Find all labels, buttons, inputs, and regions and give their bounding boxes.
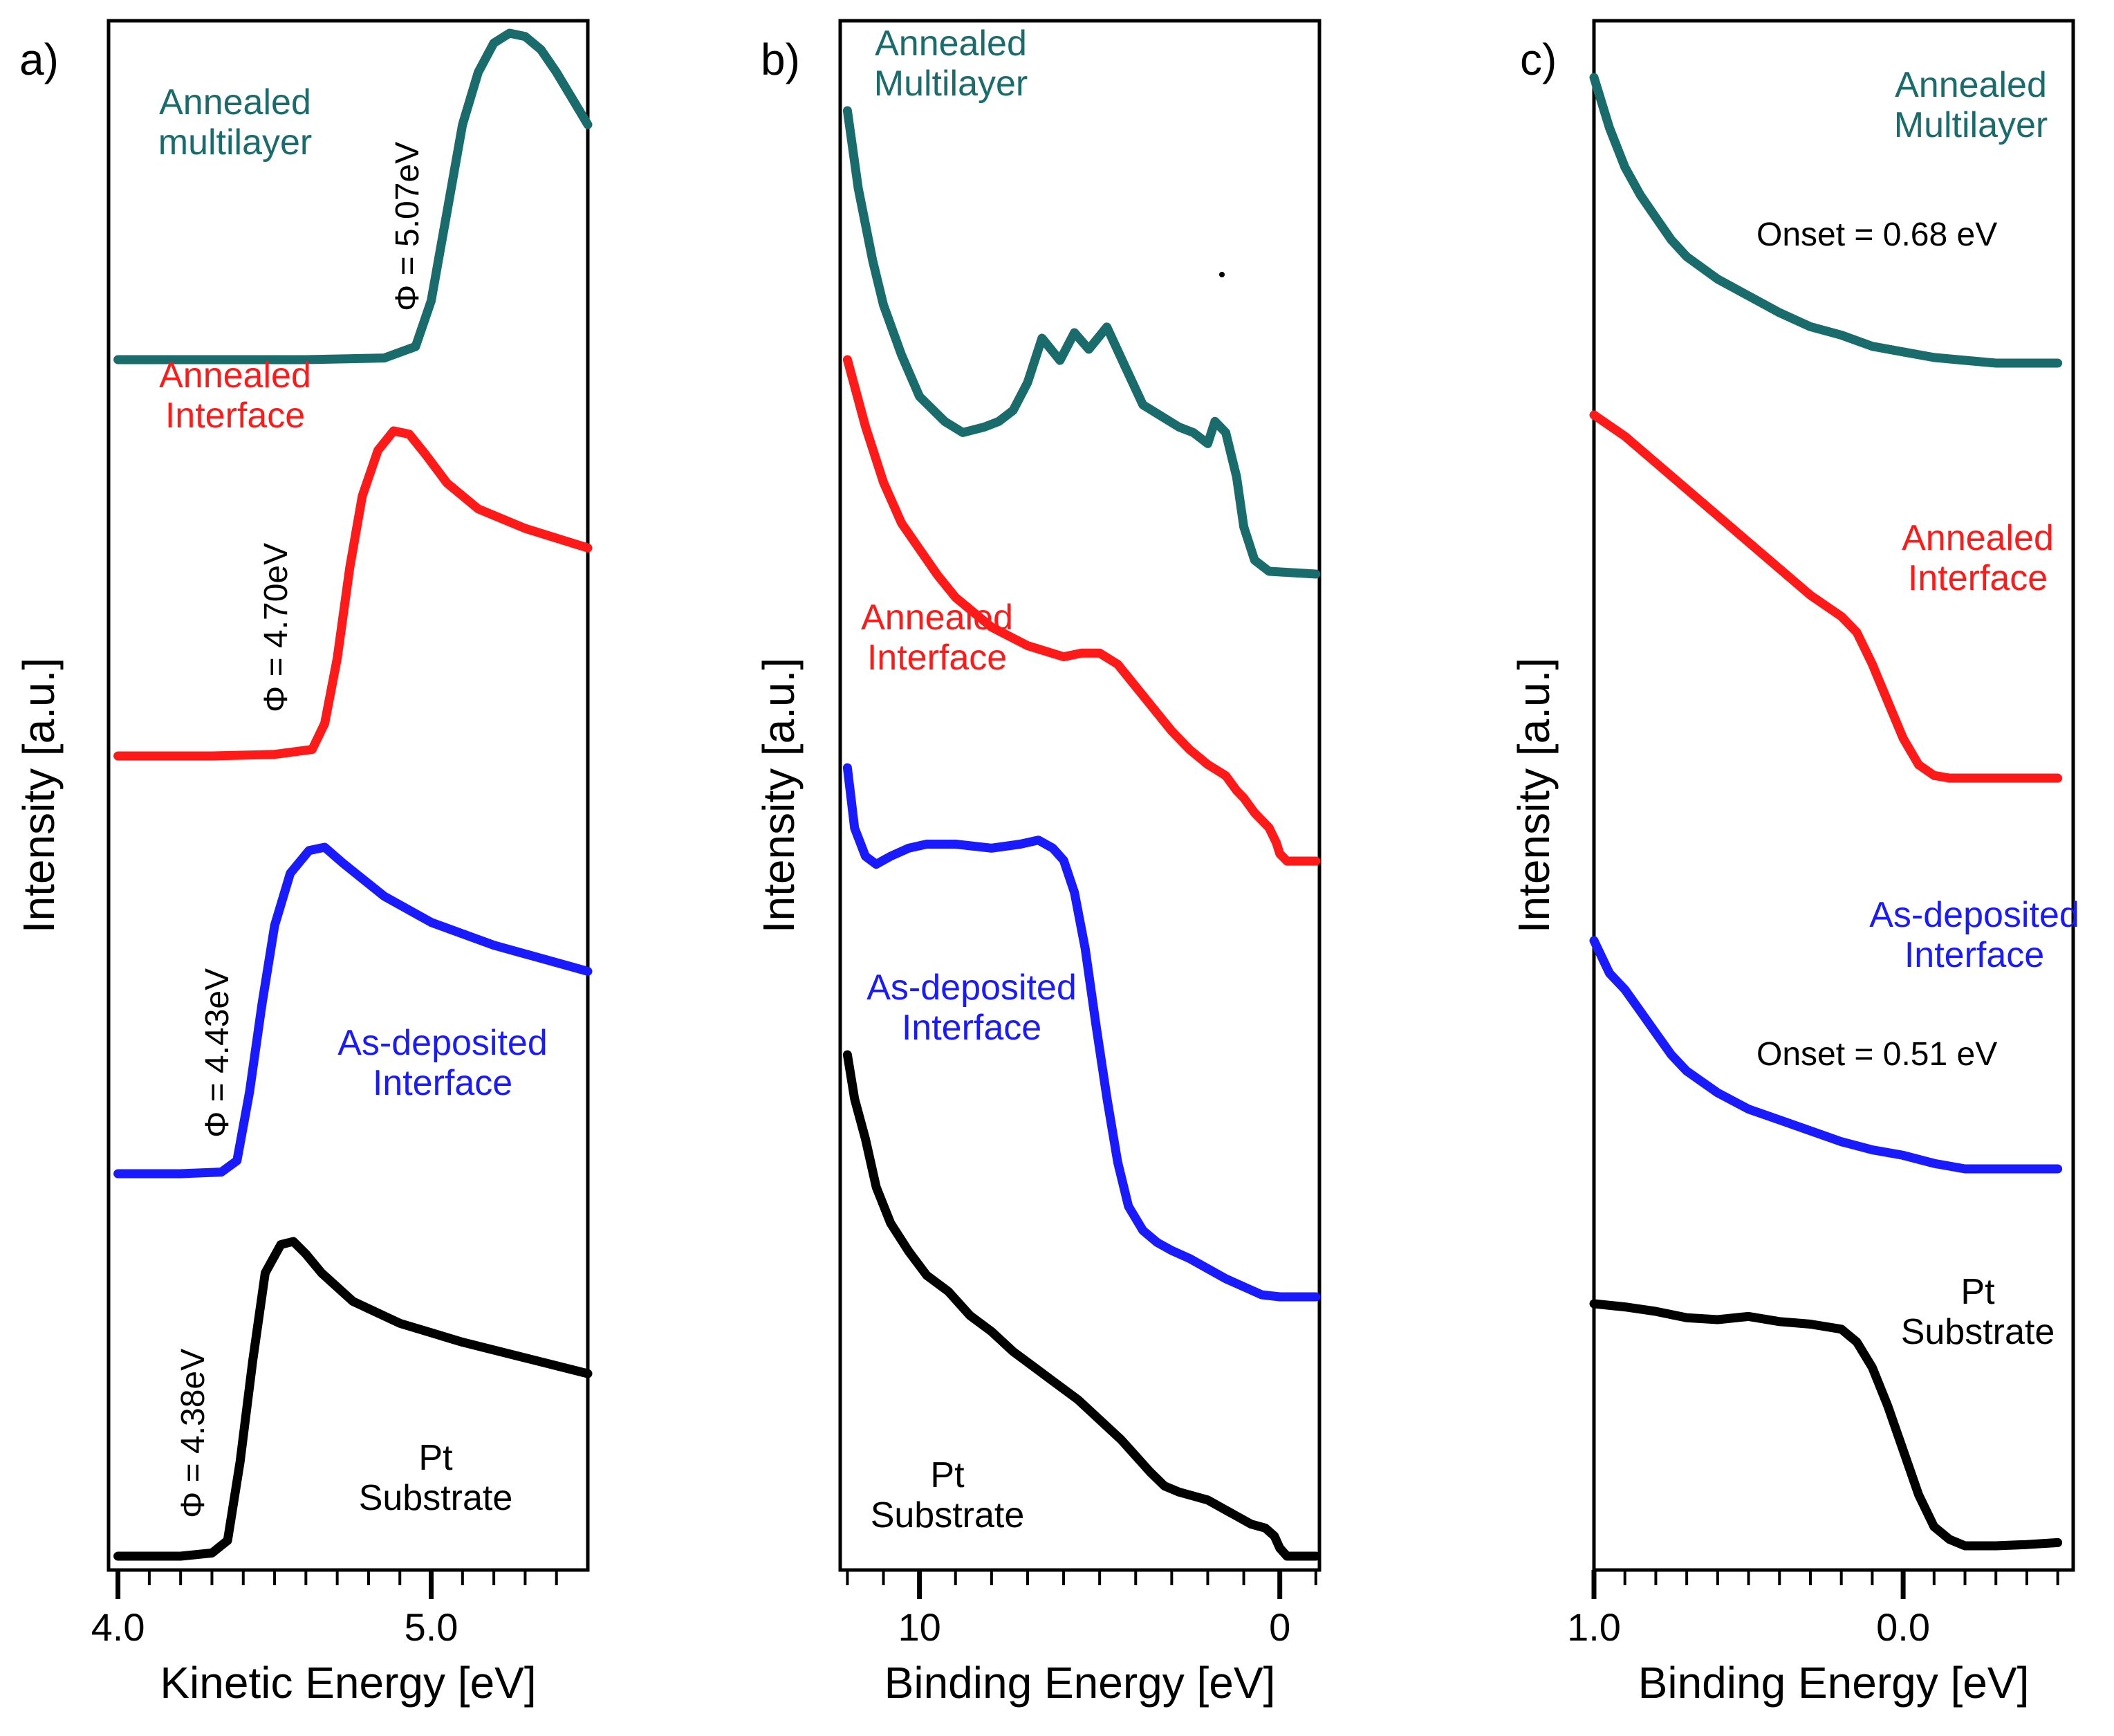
series-label: Annealed	[159, 82, 311, 122]
series-label: Interface	[867, 638, 1007, 678]
series-line-annealed-interface	[1589, 410, 2063, 783]
series-label: Interface	[1908, 558, 2048, 598]
series-label: Pt	[1960, 1272, 1995, 1312]
tick-label: 1.0	[1567, 1605, 1621, 1649]
plot-frame	[838, 19, 1322, 1572]
y-axis-label: Intensity [a.u.]	[754, 658, 804, 933]
series-label: As-deposited	[1869, 895, 2079, 935]
annotation: Onset = 0.68 eV	[1756, 216, 1997, 253]
series-label: Annealed	[875, 24, 1027, 64]
series-label: Interface	[373, 1063, 512, 1103]
series-line-annealed-interface	[842, 355, 1321, 866]
series-label: Annealed	[1895, 65, 2047, 105]
series-line-annealed-multilayer	[842, 106, 1321, 579]
x-axis-label: Binding Energy [eV]	[884, 1658, 1276, 1708]
series-line-pt-substrate	[1589, 1299, 2063, 1551]
plot-frame	[1592, 19, 2075, 1572]
series-line-annealed-multilayer	[113, 28, 593, 364]
stray-dot	[1219, 272, 1225, 277]
y-axis-label: Intensity [a.u.]	[14, 658, 64, 933]
y-axis-label: Intensity [a.u.]	[1509, 658, 1559, 933]
annotation: Φ = 4.38eV	[175, 1349, 212, 1518]
series-line-pt-substrate	[113, 1237, 593, 1561]
series-line-as-deposited-interface	[113, 842, 593, 1179]
panel-1: 4.0 5.0 a) Kinetic Energy [eV] Intensity [a.…	[14, 19, 593, 1708]
panel-label: b)	[761, 35, 800, 84]
tick-label: 5.0	[405, 1605, 458, 1649]
series-line-as-deposited-interface	[1589, 936, 2063, 1174]
series-line-as-deposited-interface	[842, 763, 1321, 1302]
series-label: Interface	[902, 1008, 1041, 1048]
panel-2: 10 0 b) Binding Energy [eV] Intensity [a.u.]…	[754, 19, 1322, 1708]
series-label: Annealed	[159, 355, 311, 396]
plot-frame	[106, 19, 590, 1572]
annotation: Φ = 4.43eV	[199, 968, 236, 1138]
series-line-annealed-interface	[113, 426, 593, 761]
annotation: Φ = 4.70eV	[258, 543, 295, 712]
x-axis-label: Binding Energy [eV]	[1638, 1658, 2030, 1708]
series-label: Interface	[1904, 935, 2044, 975]
panel-3: 1.0 0.0 c) Binding Energy [eV] Intensity [a.…	[1509, 19, 2079, 1708]
series-line-annealed-multilayer	[1589, 73, 2063, 368]
tick-label: 0	[1269, 1605, 1290, 1649]
series-label: As-deposited	[337, 1023, 548, 1063]
series-label: Substrate	[359, 1478, 513, 1518]
panel-label: a)	[19, 35, 59, 84]
series-label: Multilayer	[1894, 105, 2048, 145]
series-label: Substrate	[871, 1495, 1025, 1535]
series-label: Annealed	[861, 598, 1013, 638]
x-axis-label: Kinetic Energy [eV]	[160, 1658, 536, 1708]
series-label: Annealed	[1902, 518, 2054, 558]
annotation: Onset = 0.51 eV	[1756, 1036, 1997, 1073]
tick-label: 10	[898, 1605, 940, 1649]
series-label: Substrate	[1901, 1312, 2055, 1352]
tick-label: 0.0	[1876, 1605, 1930, 1649]
series-label: multilayer	[158, 122, 313, 163]
tick-label: 4.0	[91, 1605, 145, 1649]
series-label: Interface	[165, 396, 305, 436]
panel-label: c)	[1520, 35, 1557, 84]
series-line-pt-substrate	[842, 1050, 1321, 1561]
series-label: Multilayer	[874, 64, 1028, 104]
series-label: As-deposited	[866, 968, 1077, 1008]
series-label: Pt	[930, 1455, 965, 1495]
annotation: Φ = 5.07eV	[389, 142, 426, 311]
series-label: Pt	[418, 1438, 453, 1478]
